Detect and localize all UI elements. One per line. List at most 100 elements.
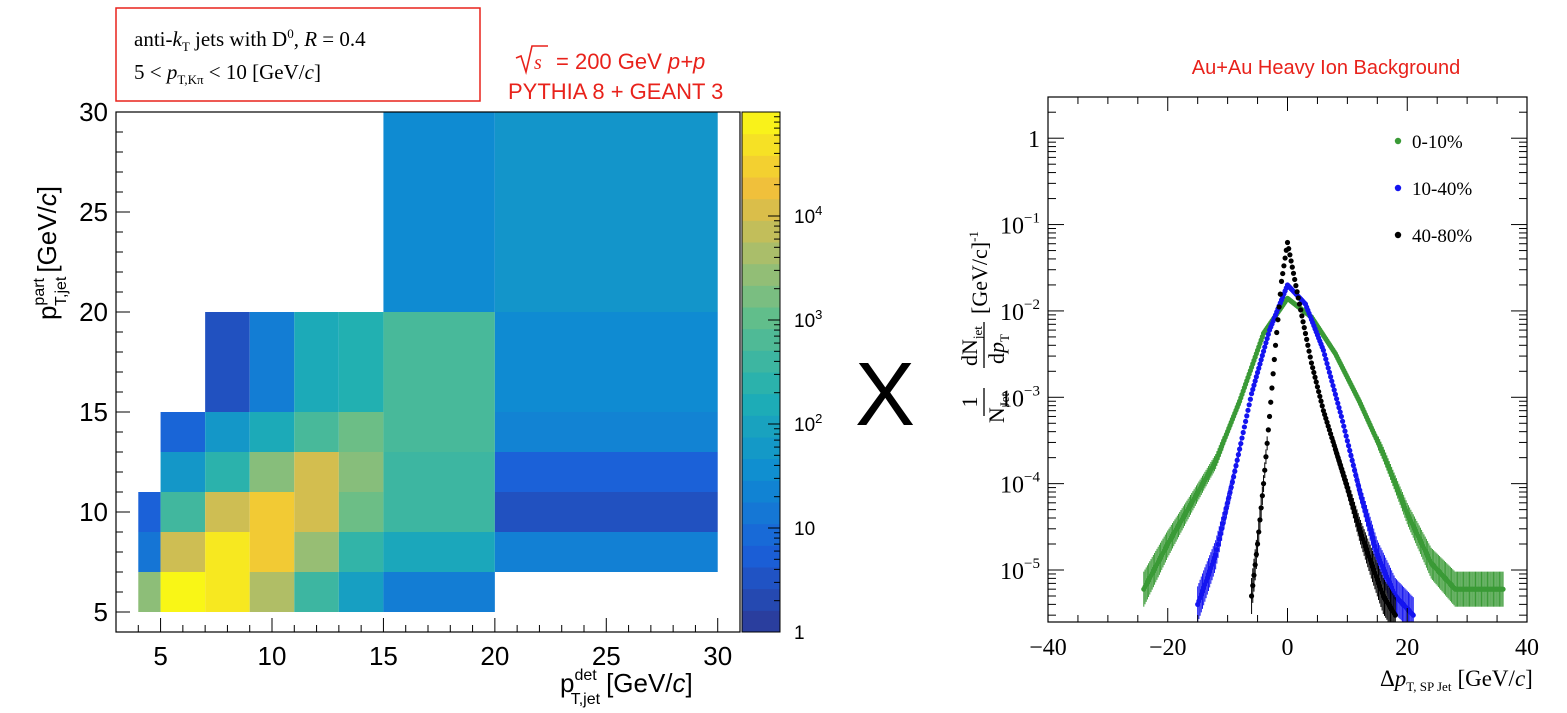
spectrum-xlabel: ΔpT, SP Jet [GeV/c]	[1380, 666, 1533, 694]
colorbar-segment	[742, 393, 780, 416]
heatmap-cell	[249, 412, 295, 452]
data-point	[1278, 278, 1285, 284]
heatmap-cell	[383, 412, 495, 452]
y-tick-label: 30	[79, 97, 108, 127]
data-point	[1305, 342, 1311, 348]
data-point	[1345, 443, 1352, 449]
y-tick-label: 10−5	[1000, 556, 1040, 585]
data-point	[1247, 396, 1253, 402]
data-point	[1228, 484, 1234, 490]
data-point	[1238, 440, 1244, 447]
colorbar-tick-label: 10	[794, 519, 815, 540]
data-point	[1286, 246, 1292, 252]
data-point	[1231, 474, 1237, 480]
data-point	[1251, 382, 1257, 388]
data-point	[1347, 448, 1353, 454]
spectrum-panel: Au+Au Heavy Ion Background 1 NJet dNjet …	[957, 57, 1539, 694]
colorbar-segment	[742, 328, 780, 351]
data-point	[1331, 387, 1337, 393]
data-point	[1298, 307, 1304, 313]
data-point	[1292, 276, 1298, 283]
heatmap-cell	[383, 312, 495, 412]
data-point	[1216, 536, 1222, 542]
data-point	[1296, 301, 1303, 307]
heatmap-axes: 5 10 15 20 25 30 5 10 15 20 25 30	[79, 97, 741, 671]
heatmap-cell	[494, 312, 718, 412]
x-tick-label: 0	[1282, 635, 1294, 661]
data-point	[1213, 552, 1219, 558]
colorbar-segment	[742, 502, 780, 525]
spectrum-frame	[1047, 96, 1528, 623]
colorbar-segment	[742, 307, 780, 330]
colorbar-segment	[742, 523, 780, 546]
data-point	[1259, 493, 1265, 499]
heatmap-cell	[249, 312, 295, 412]
data-point	[1280, 270, 1286, 277]
svg-text:dNjet: dNjet	[957, 326, 985, 366]
info-box-line2: 5 < pT,Kπ < 10 [GeV/c]	[134, 60, 321, 87]
y-tick-label: 1	[1028, 127, 1040, 153]
data-point	[1281, 263, 1287, 269]
heatmap-cell	[383, 492, 495, 532]
heatmap-cell	[249, 452, 295, 492]
data-point	[1336, 405, 1342, 411]
heatmap-cell	[294, 572, 339, 612]
y-tick-label: 10	[79, 497, 108, 527]
heatmap-cell	[205, 572, 250, 612]
heatmap-cell	[494, 492, 718, 532]
data-point	[1339, 418, 1346, 424]
sim-label: PYTHIA 8 + GEANT 3	[508, 79, 723, 104]
x-tick-label: −20	[1149, 635, 1187, 661]
legend-label: 10-40%	[1412, 179, 1472, 200]
data-point	[1250, 386, 1256, 393]
colorbar-tick-label: 102	[794, 411, 822, 436]
x-tick-label: 30	[703, 641, 732, 671]
heatmap-cell	[383, 532, 495, 572]
data-point	[1268, 399, 1274, 405]
colorbar-segment	[742, 480, 780, 503]
colorbar-segment	[742, 545, 780, 568]
data-point	[1227, 489, 1233, 496]
heatmap-cell	[294, 312, 339, 412]
info-box-line1: anti-kT jets with D0, R = 0.4	[134, 26, 366, 54]
data-point	[1229, 479, 1236, 485]
data-point	[1245, 407, 1251, 413]
data-point	[1235, 452, 1242, 458]
series-40-80%	[1248, 239, 1398, 622]
data-point	[1219, 526, 1225, 532]
ylabel-one: 1	[957, 397, 982, 408]
data-point	[1351, 467, 1358, 473]
data-point	[1254, 541, 1261, 547]
data-point	[1290, 270, 1297, 276]
x-tick-label: 25	[592, 641, 621, 671]
colorbar-segment	[742, 372, 780, 395]
heatmap-cell	[249, 572, 295, 612]
spectrum-title: Au+Au Heavy Ion Background	[1192, 57, 1461, 79]
data-point	[1226, 495, 1232, 501]
data-point	[1272, 342, 1279, 348]
data-point	[1221, 515, 1227, 522]
heatmap-cell	[294, 412, 339, 452]
data-point	[1332, 391, 1338, 397]
data-point	[1329, 378, 1335, 384]
y-tick-label: 10−3	[1000, 383, 1040, 412]
data-point	[1276, 304, 1282, 310]
colorbar-segment	[742, 415, 780, 438]
y-tick-label: 20	[79, 297, 108, 327]
heatmap-xlabel: pdet T,jet[GeV/c]	[560, 667, 693, 708]
data-point	[1301, 325, 1307, 331]
data-point	[1342, 428, 1348, 434]
data-point	[1215, 541, 1221, 547]
data-point	[1295, 295, 1301, 301]
data-point	[1253, 551, 1259, 558]
heatmap-cell	[205, 532, 250, 572]
data-point	[1244, 413, 1250, 419]
data-point	[1294, 289, 1300, 295]
data-point	[1258, 357, 1264, 363]
data-point	[1265, 427, 1271, 433]
data-point	[1233, 463, 1239, 469]
data-point	[1341, 423, 1347, 429]
data-point	[1220, 521, 1226, 527]
